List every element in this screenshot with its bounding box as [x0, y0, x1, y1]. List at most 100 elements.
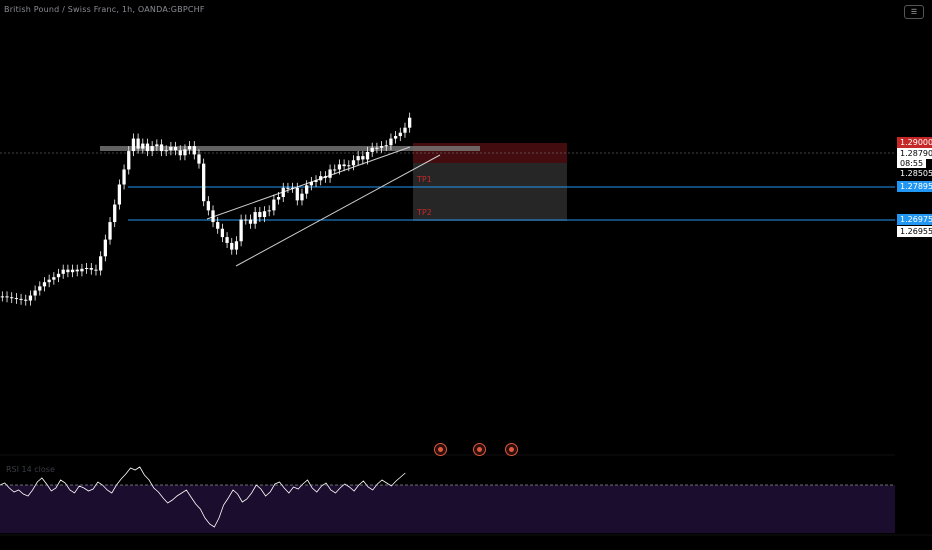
candle: [393, 136, 398, 139]
candle: [314, 180, 318, 182]
candle: [351, 160, 356, 166]
candle: [384, 145, 388, 147]
tp2-level-tag: 1.26975: [897, 214, 932, 225]
candle: [295, 187, 299, 201]
candle: [309, 181, 313, 186]
candle: [286, 187, 290, 189]
candle: [202, 163, 206, 202]
candle: [389, 138, 393, 146]
candle: [127, 151, 131, 170]
level-1-tag: 1.28505: [897, 168, 932, 179]
candle: [173, 146, 178, 151]
event-badge-icon[interactable]: [473, 443, 486, 456]
candle: [206, 201, 210, 211]
candle: [398, 132, 402, 137]
candle: [319, 176, 323, 181]
candle: [356, 156, 360, 161]
candle: [0, 296, 4, 298]
candle: [276, 197, 281, 200]
candle: [248, 219, 253, 224]
candle: [10, 297, 14, 299]
symbol-title[interactable]: British Pound / Swiss Franc, 1h, OANDA:G…: [4, 5, 205, 14]
candle: [323, 176, 328, 178]
candle: [38, 286, 42, 291]
candle: [239, 219, 243, 242]
candle: [342, 164, 346, 167]
target-zone: [413, 163, 567, 221]
candle: [150, 146, 154, 152]
candle: [262, 211, 267, 218]
tp1-level-tag: 1.27895: [897, 181, 932, 192]
candle: [70, 269, 75, 273]
event-badge-icon[interactable]: [505, 443, 518, 456]
candle: [370, 147, 374, 152]
candle: [281, 187, 285, 198]
resistance-zone: [100, 146, 480, 151]
candle: [122, 169, 126, 185]
last-price-tag: 1.28790: [897, 148, 932, 159]
candle: [328, 169, 332, 178]
event-badge-icon[interactable]: [434, 443, 447, 456]
candle: [66, 269, 70, 273]
candle: [337, 164, 342, 170]
candle: [305, 185, 309, 194]
tp1-label: TP1: [416, 175, 432, 184]
candle: [183, 149, 187, 156]
candle: [290, 187, 295, 189]
tp2-label: TP2: [416, 208, 432, 217]
candle: [42, 282, 47, 287]
candle: [244, 219, 248, 221]
candle: [178, 150, 182, 156]
candles-group: [0, 112, 412, 306]
candle: [159, 144, 164, 152]
candle: [131, 138, 136, 152]
candle: [117, 184, 122, 205]
rsi-panel-fill: [0, 485, 895, 533]
candle: [300, 193, 304, 201]
candle: [333, 169, 337, 171]
candle: [192, 146, 196, 155]
candle: [408, 117, 412, 128]
candle: [75, 269, 79, 272]
candle: [33, 290, 37, 296]
candle: [361, 156, 365, 160]
candle: [113, 204, 117, 223]
candle: [211, 210, 215, 223]
candle: [56, 273, 61, 278]
level-2-tag: 1.26955: [897, 226, 932, 237]
candle: [403, 127, 407, 133]
candle: [253, 212, 257, 224]
candle: [80, 268, 84, 272]
candle: [47, 279, 51, 283]
candle: [365, 151, 370, 160]
candle: [145, 143, 150, 152]
candle: [94, 269, 98, 271]
candle: [14, 298, 19, 300]
candle: [61, 269, 65, 274]
candle: [169, 146, 173, 151]
candle: [197, 154, 201, 164]
candle: [141, 143, 145, 149]
candle: [347, 165, 351, 167]
candle: [225, 237, 229, 243]
candle: [258, 212, 262, 218]
candle: [28, 295, 33, 301]
candle: [89, 267, 93, 270]
candle: [164, 150, 168, 152]
candle: [220, 228, 225, 238]
candle: [5, 296, 9, 298]
wedge-upper: [206, 146, 411, 220]
candle: [108, 222, 112, 240]
candle: [272, 199, 276, 211]
candle: [379, 146, 384, 148]
menu-icon[interactable]: ☰: [904, 5, 924, 19]
candle: [187, 146, 192, 150]
stop-level-tag: 1.29000: [897, 137, 932, 148]
candle: [136, 138, 140, 149]
candle: [84, 267, 89, 269]
candle: [52, 277, 56, 280]
candle: [216, 222, 220, 229]
candle: [99, 256, 103, 271]
